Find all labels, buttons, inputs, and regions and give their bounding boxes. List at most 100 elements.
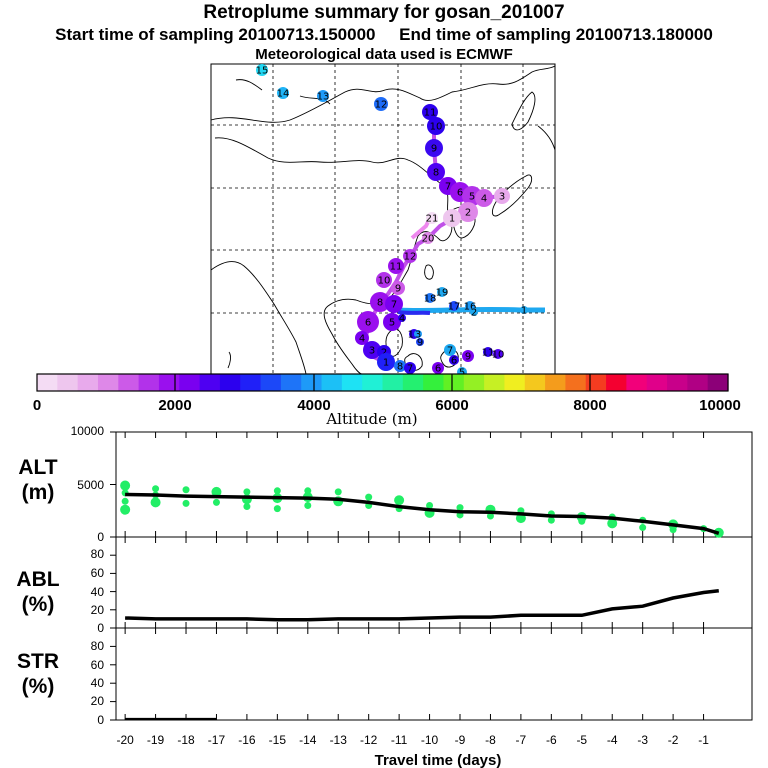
x-tick-label: -3 — [637, 733, 648, 747]
plume-day-label: 10 — [408, 330, 421, 341]
x-tick-label: -1 — [698, 733, 709, 747]
plume-dot — [494, 188, 510, 204]
colorbar-swatch — [626, 374, 648, 391]
colorbar-swatch — [219, 374, 241, 391]
plume-dot — [377, 353, 395, 371]
alt-mean-line — [125, 492, 720, 535]
alt-ytick-label: 0 — [97, 530, 104, 544]
plume-dot — [422, 104, 438, 120]
colorbar-swatches — [37, 374, 729, 391]
plume-day-label: 9 — [465, 352, 471, 363]
colorbar-swatch — [260, 374, 282, 391]
plume-day-label: 7 — [391, 300, 397, 311]
colorbar-tick-label: 8000 — [573, 397, 606, 414]
sampling-times: Start time of sampling 20100713.150000 E… — [55, 25, 713, 44]
colorbar-swatch — [667, 374, 688, 391]
colorbar-swatch — [463, 374, 485, 391]
colorbar-swatch — [321, 374, 343, 391]
alt-scatter-point — [365, 493, 373, 501]
plume-day-label: 4 — [399, 314, 405, 325]
plume-day-label: 3 — [499, 192, 505, 203]
plume-day-label: 11 — [390, 262, 403, 273]
x-tick-label: -5 — [576, 733, 587, 747]
plume-dot — [437, 287, 447, 297]
alt-scatter-point — [486, 512, 494, 520]
colorbar-swatch — [179, 374, 201, 391]
plume-day-label: 4 — [359, 334, 365, 345]
plume-dot — [449, 355, 459, 365]
coastlines — [210, 65, 556, 375]
plume-day-label: 11 — [482, 348, 495, 359]
abl-ytick-label: 20 — [91, 603, 105, 617]
colorbar-major-ticks — [174, 374, 591, 391]
colorbar-frame — [36, 373, 729, 392]
abl-ytick-label: 0 — [97, 621, 104, 635]
alt-scatter-point — [578, 517, 586, 525]
plume-dot — [427, 163, 445, 181]
plume-dot — [370, 292, 390, 312]
x-tick-label: -8 — [485, 733, 496, 747]
colorbar-swatch — [402, 374, 424, 391]
plume-dot — [363, 341, 381, 359]
met-data-line: Meteorological data used is ECMWF — [255, 46, 513, 63]
time-series-panels: ALT (m) ABL (%) STR (%) 10000 5000 0 80 … — [16, 424, 753, 768]
alt-ytick-label: 5000 — [77, 478, 104, 492]
str-panel-unit: (%) — [22, 675, 55, 698]
alt-scatter-point — [211, 486, 222, 497]
x-tick-label: -7 — [516, 733, 527, 747]
plume-day-label: 10 — [430, 122, 443, 133]
abl-ytick-label: 80 — [91, 547, 105, 561]
plume-day-label: 1 — [521, 306, 527, 317]
alt-scatter-point — [607, 518, 618, 529]
x-tick-label: -19 — [147, 733, 165, 747]
x-tick-label: -9 — [455, 733, 466, 747]
plume-day-label: 7 — [447, 346, 453, 357]
plume-dot — [398, 314, 406, 322]
colorbar-swatch — [97, 374, 119, 391]
plume-day-label: 6 — [457, 188, 463, 199]
alt-panel-unit: (m) — [22, 481, 55, 504]
plume-dot — [317, 90, 329, 102]
alt-scatter-point — [121, 497, 129, 505]
colorbar-swatch — [158, 374, 180, 391]
colorbar-swatch — [687, 374, 709, 391]
x-tick-label: -17 — [208, 733, 226, 747]
plume-day-label: 12 — [404, 252, 417, 263]
plume-day-label: 2 — [381, 348, 387, 359]
colorbar-swatch — [341, 374, 363, 391]
x-tick-marks — [124, 432, 705, 720]
alt-scatter-point — [304, 502, 312, 509]
plume-dot — [449, 301, 459, 311]
alt-scatter-point — [120, 504, 131, 515]
alt-scatter-point — [273, 487, 281, 495]
plume-day-label: 10 — [492, 350, 505, 361]
abl-ytick-label: 40 — [91, 585, 105, 599]
plume-day-label: 6 — [365, 318, 371, 329]
alt-scatter-point — [394, 495, 405, 506]
abl-ytick-label: 60 — [91, 566, 105, 580]
plume-dot — [444, 344, 456, 356]
plume-day-label: 19 — [436, 288, 449, 299]
colorbar-swatch — [565, 374, 587, 391]
plume-dot — [462, 350, 474, 362]
x-tick-label: -2 — [668, 733, 679, 747]
colorbar-swatch — [484, 374, 506, 391]
plume-day-label: 1 — [383, 358, 389, 369]
plume-day-label: 2 — [471, 308, 477, 319]
plume-day-label: 8 — [377, 298, 383, 309]
plume-day-label: 3 — [369, 346, 375, 357]
alt-scatter-point — [669, 526, 677, 534]
plume-day-label: 11 — [424, 108, 437, 119]
colorbar-swatch — [77, 374, 99, 391]
plume-dot — [404, 362, 416, 374]
plume-day-label: 17 — [448, 302, 461, 313]
plume-dot — [385, 295, 403, 313]
plume-day-label: 9 — [395, 284, 401, 295]
alt-scatter-point — [212, 498, 220, 506]
x-tick-label: -15 — [269, 733, 287, 747]
colorbar-swatch — [138, 374, 160, 391]
map-frame — [210, 63, 556, 375]
x-tick-label: -18 — [177, 733, 195, 747]
chart-title: Retroplume summary for gosan_201007 — [203, 2, 565, 23]
